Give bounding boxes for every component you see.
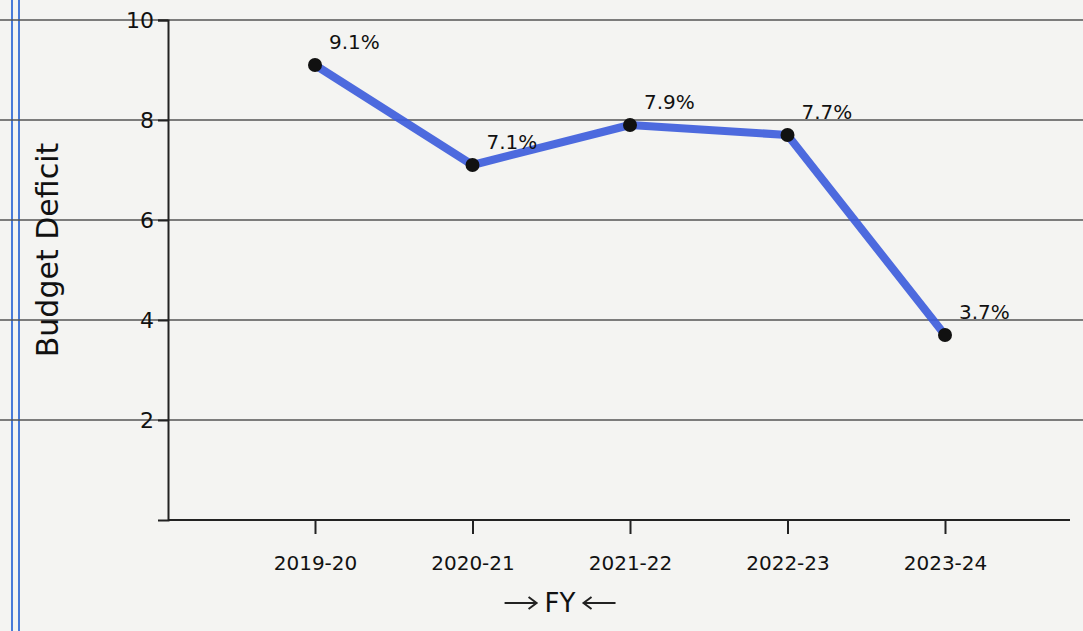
y-tick-label: 8 (140, 108, 154, 133)
y-tick: 4 (140, 308, 168, 333)
x-tick: 2019-20 (274, 520, 358, 575)
y-tick: 2 (140, 408, 168, 433)
x-tick-label: 2023-24 (904, 551, 988, 575)
data-label: 7.9% (644, 90, 695, 114)
y-tick-mark (158, 20, 168, 22)
x-tick: 2023-24 (904, 520, 988, 575)
x-tick-label: 2019-20 (274, 551, 358, 575)
data-labels: 9.1% 7.1% 7.9% 7.7% 3.7% (329, 30, 1010, 324)
grid-line (0, 219, 1083, 220)
x-title-arrows (505, 597, 616, 609)
x-tick-mark (945, 520, 947, 534)
y-tick: 6 (140, 208, 168, 233)
y-tick-label: 6 (140, 208, 154, 233)
x-tick-label: 2022-23 (746, 551, 830, 575)
x-tick-mark (630, 520, 632, 534)
data-point (938, 328, 952, 342)
y-tick-label: 10 (126, 8, 154, 33)
data-label: 3.7% (959, 300, 1010, 324)
paper-margin (11, 0, 13, 631)
x-tick-mark (787, 520, 789, 534)
grid-line (0, 419, 1083, 420)
arrow (505, 597, 537, 609)
data-label: 9.1% (329, 30, 380, 54)
x-tick-label: 2020-21 (431, 551, 515, 575)
grid-line (0, 319, 1083, 320)
grid-line (0, 119, 1083, 120)
x-tick-mark (472, 520, 474, 534)
x-tick: 2022-23 (746, 520, 830, 575)
y-tick: 10 (126, 8, 168, 33)
data-point (466, 158, 480, 172)
data-point (781, 128, 795, 142)
y-tick: 8 (140, 108, 168, 133)
x-axis: 2019-20 2020-21 2021-22 2022-23 2023-24 (168, 520, 1070, 575)
y-tick-label: 2 (140, 408, 154, 433)
arrow (584, 597, 616, 609)
y-tick-mark (158, 120, 168, 122)
data-point (623, 118, 637, 132)
y-tick-mark (158, 420, 168, 422)
y-axis: 2 4 6 8 10 (126, 8, 169, 521)
data-label: 7.1% (487, 130, 538, 154)
x-tick: 2020-21 (431, 520, 515, 575)
x-tick: 2021-22 (589, 520, 673, 575)
x-axis-line (168, 519, 1070, 521)
chart: 2 4 6 8 10 2019-20 2020-21 2021-22 2022-23 2023-2… (0, 0, 1083, 631)
x-tick-label: 2021-22 (589, 551, 673, 575)
y-axis-line (158, 21, 169, 521)
y-tick-mark (158, 220, 168, 222)
paper-margin (18, 0, 20, 631)
data-line (315, 65, 945, 335)
plot-area (308, 58, 952, 342)
x-axis-title: FY (545, 588, 576, 618)
x-tick-mark (315, 520, 317, 534)
grid-line (0, 19, 1083, 20)
data-label: 7.7% (802, 100, 853, 124)
y-tick-label: 4 (140, 308, 154, 333)
data-point (308, 58, 322, 72)
y-tick-mark (158, 320, 168, 322)
y-axis-title: Budget Deficit (30, 143, 65, 358)
grid (0, 20, 1083, 420)
